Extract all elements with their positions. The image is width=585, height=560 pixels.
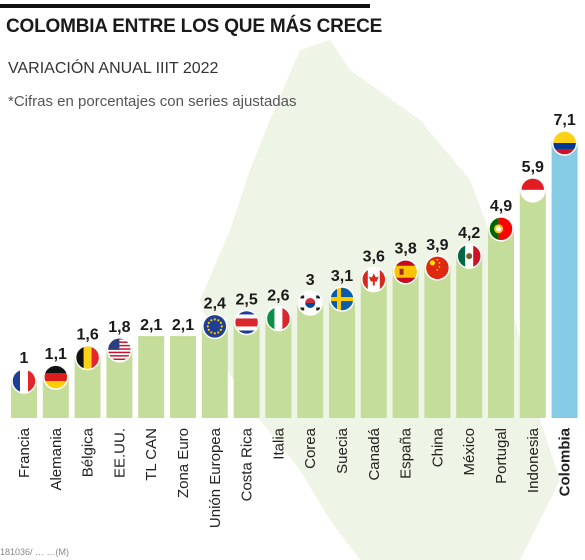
costa-rica-flag-icon bbox=[233, 309, 260, 336]
italy-flag-icon bbox=[265, 305, 292, 332]
category-label: Francia bbox=[16, 427, 33, 478]
data-label: 3,6 bbox=[363, 249, 385, 266]
bar-corea bbox=[297, 300, 324, 418]
category-label: Italia bbox=[270, 427, 287, 459]
bar-costa-rica bbox=[233, 320, 260, 418]
data-label: 3,1 bbox=[331, 268, 353, 285]
chart-title: COLOMBIA ENTRE LOS QUE MÁS CRECE bbox=[6, 16, 383, 37]
spain-flag-icon bbox=[392, 258, 419, 285]
bar-suecia bbox=[329, 297, 355, 418]
canada-flag-icon bbox=[361, 266, 387, 293]
data-label: 3 bbox=[306, 272, 315, 289]
bar-indonesia bbox=[519, 187, 546, 418]
data-label: 7,1 bbox=[553, 112, 575, 129]
top-rule bbox=[0, 4, 370, 8]
data-label: 4,2 bbox=[458, 225, 480, 242]
data-label: 3,8 bbox=[394, 241, 416, 258]
category-label: Portugal bbox=[493, 428, 510, 484]
data-label: 5,9 bbox=[522, 159, 544, 176]
data-label: 4,9 bbox=[490, 198, 512, 215]
sweden-flag-icon bbox=[329, 286, 355, 312]
belgium-flag-icon bbox=[74, 344, 101, 371]
category-label: Colombia bbox=[557, 427, 574, 496]
bar-espa-a bbox=[392, 269, 419, 418]
category-label: Bélgica bbox=[80, 427, 97, 477]
france-flag-icon bbox=[11, 368, 37, 394]
source-credit: 181036/ … …(M) bbox=[0, 547, 70, 557]
bar-uni-n-europea bbox=[201, 324, 228, 418]
category-label: TL CAN bbox=[143, 428, 160, 481]
korea-flag-icon bbox=[297, 290, 323, 316]
usa-flag-icon bbox=[106, 337, 133, 363]
bar-canad- bbox=[360, 277, 387, 418]
colombia-flag-icon bbox=[551, 130, 578, 156]
category-label: China bbox=[429, 427, 446, 467]
category-label: Zona Euro bbox=[175, 428, 192, 498]
data-label: 2,6 bbox=[267, 288, 289, 305]
indonesia-flag-icon bbox=[520, 177, 546, 203]
eu-flag-icon bbox=[202, 313, 228, 340]
category-label: Unión Europea bbox=[207, 427, 224, 528]
data-label: 3,9 bbox=[426, 237, 448, 254]
category-label: Suecia bbox=[334, 427, 351, 474]
germany-flag-icon bbox=[43, 364, 69, 390]
china-flag-icon bbox=[424, 255, 451, 281]
category-label: Costa Rica bbox=[239, 427, 256, 501]
data-label: 2,1 bbox=[140, 317, 162, 334]
bar-colombia bbox=[551, 141, 578, 418]
portugal-flag-icon bbox=[488, 216, 514, 242]
category-label: Canadá bbox=[366, 427, 383, 480]
data-label: 2,1 bbox=[172, 317, 194, 334]
category-label: España bbox=[398, 427, 415, 479]
category-label: Alemania bbox=[48, 427, 65, 490]
chart-subtitle: VARIACIÓN ANUAL IIIT 2022 bbox=[8, 60, 219, 77]
bar-zona-euro bbox=[170, 336, 196, 418]
data-label: 2,4 bbox=[204, 295, 226, 312]
mexico-flag-icon bbox=[456, 243, 482, 269]
data-label: 1,6 bbox=[76, 327, 98, 344]
data-label: 1 bbox=[20, 350, 29, 367]
category-label: EE.UU. bbox=[111, 428, 128, 478]
chart-note: *Cifras en porcentajes con series ajusta… bbox=[8, 93, 297, 110]
bar-italia bbox=[265, 316, 292, 418]
bar-portugal bbox=[488, 226, 514, 418]
bar-tl-can bbox=[138, 336, 165, 418]
data-label: 1,8 bbox=[108, 319, 130, 336]
category-label: Corea bbox=[302, 427, 319, 469]
data-label: 2,5 bbox=[235, 291, 257, 308]
bar-m-xico bbox=[456, 254, 483, 418]
category-label: México bbox=[461, 428, 478, 476]
bar-china bbox=[424, 265, 451, 418]
data-label: 1,1 bbox=[45, 346, 67, 363]
category-label: Indonesia bbox=[525, 427, 542, 493]
